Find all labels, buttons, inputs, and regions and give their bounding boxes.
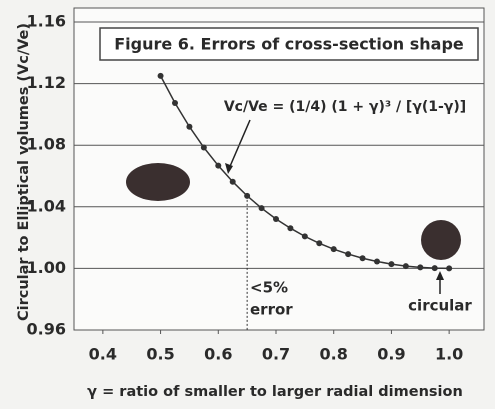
data-point (374, 258, 380, 265)
data-point (258, 205, 265, 212)
formula: Vc/Ve = (1/4) (1 + γ)³ / [γ(1-γ)] (224, 99, 466, 115)
arrowhead (436, 271, 444, 280)
annotation: <5% (250, 279, 288, 297)
annotation: circular (408, 297, 472, 315)
x-tick-label: 0.9 (377, 345, 405, 364)
data-point (229, 178, 236, 185)
y-axis-label: Circular to Elliptical volumes (Vc/Ve) (16, 23, 32, 321)
data-point (301, 233, 308, 240)
data-point (330, 246, 337, 253)
arrowhead (225, 163, 233, 174)
x-tick-label: 0.6 (204, 345, 232, 364)
data-point (431, 265, 438, 272)
data-point (316, 240, 323, 247)
data-point (287, 225, 294, 232)
y-tick-label: 0.96 (27, 320, 66, 339)
data-point (446, 265, 453, 272)
data-point (215, 162, 222, 169)
y-tick-label: 1.16 (27, 12, 66, 31)
x-tick-label: 0.8 (320, 345, 348, 364)
circle-icon (421, 220, 461, 260)
data-point (402, 263, 409, 270)
data-point (157, 72, 164, 79)
annotation: error (250, 301, 293, 319)
x-tick-label: 0.7 (262, 345, 290, 364)
data-point (388, 261, 395, 268)
x-tick-label: 1.0 (435, 345, 463, 364)
data-point (345, 251, 352, 258)
data-point (200, 144, 207, 151)
y-tick-label: 1.00 (27, 258, 66, 277)
ellipse-icon (126, 163, 190, 201)
y-tick-label: 1.12 (27, 73, 66, 92)
data-point (186, 123, 193, 130)
y-tick-label: 1.04 (27, 196, 66, 215)
x-tick-label: 0.4 (89, 345, 117, 364)
x-tick-label: 0.5 (146, 345, 174, 364)
title-box (99, 27, 479, 61)
x-axis-label: γ = ratio of smaller to larger radial di… (87, 384, 463, 400)
data-point (273, 215, 279, 222)
data-point (172, 100, 178, 107)
data-point (417, 264, 424, 271)
y-tick-label: 1.08 (27, 135, 66, 154)
data-point (359, 255, 366, 262)
chart-title: Figure 6. Errors of cross-section shape (114, 35, 464, 54)
